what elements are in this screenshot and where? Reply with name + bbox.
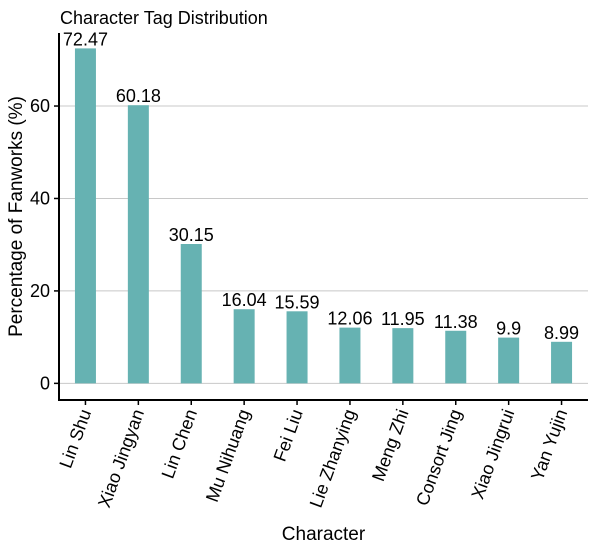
data-label: 11.38 xyxy=(434,312,478,332)
x-tick-label: Meng Zhi xyxy=(368,407,412,484)
y-tick-label: 40 xyxy=(30,188,50,208)
x-tick-label: Lie Zhanying xyxy=(306,407,360,511)
data-label: 12.06 xyxy=(327,309,372,329)
x-tick-label: Fei Liu xyxy=(270,407,307,465)
data-label: 8.99 xyxy=(544,323,579,343)
data-label: 9.9 xyxy=(496,319,521,339)
x-tick-label: Xiao Jingyan xyxy=(94,407,148,511)
bars xyxy=(74,48,573,384)
data-label: 60.18 xyxy=(116,86,161,106)
x-tick-label: Lin Shu xyxy=(56,407,96,471)
chart-title: Character Tag Distribution xyxy=(60,8,268,28)
x-tick-label: Mu Nihuang xyxy=(202,407,254,505)
bar xyxy=(392,328,414,384)
y-axis-ticks: 0 20 40 60 xyxy=(30,96,59,393)
y-axis-title: Percentage of Fanworks (%) xyxy=(6,96,27,337)
data-label: 16.04 xyxy=(222,290,267,310)
bar xyxy=(286,311,308,384)
bar xyxy=(180,244,202,384)
bar xyxy=(339,327,361,384)
data-label: 30.15 xyxy=(169,225,214,245)
bar xyxy=(127,105,149,384)
data-label: 15.59 xyxy=(275,292,320,312)
bar xyxy=(498,337,520,384)
data-label: 72.47 xyxy=(63,29,108,49)
data-labels: 72.47 60.18 30.15 16.04 15.59 12.06 11.95 11.38… xyxy=(63,29,579,342)
x-tick-label: Consort Jing xyxy=(412,407,465,509)
bar xyxy=(551,341,573,384)
bar xyxy=(233,309,255,384)
bar xyxy=(74,48,96,384)
data-label: 11.95 xyxy=(381,309,425,329)
x-axis-title: Character xyxy=(282,524,366,545)
x-tick-label: Lin Chen xyxy=(158,407,201,482)
y-tick-label: 20 xyxy=(30,281,50,301)
bar xyxy=(445,330,467,384)
y-tick-label: 0 xyxy=(40,373,50,393)
x-tick-label: Yan Yujin xyxy=(527,407,571,484)
x-tick-label: Xiao Jingrui xyxy=(467,407,518,502)
y-tick-label: 60 xyxy=(30,96,50,116)
